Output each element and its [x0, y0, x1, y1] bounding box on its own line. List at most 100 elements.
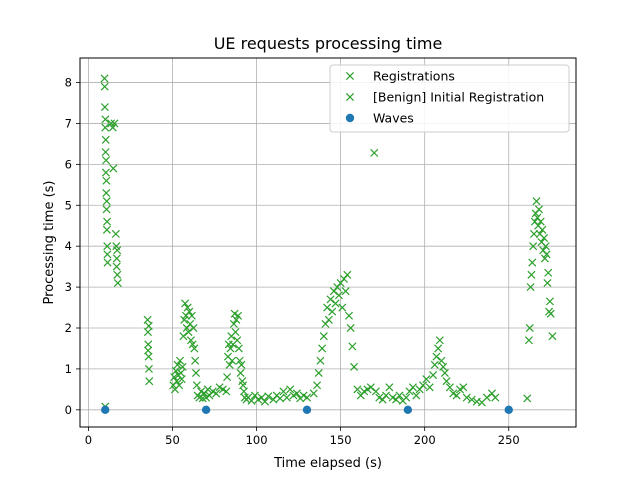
registration-point — [222, 387, 231, 396]
y-tick-label: 7 — [65, 116, 72, 130]
registration-point — [313, 381, 322, 390]
registration-point — [186, 336, 195, 345]
registration-point — [418, 381, 428, 390]
registration-point — [331, 299, 340, 308]
registration-point — [532, 197, 541, 206]
x-tick-label: 50 — [165, 433, 180, 447]
registration-point — [432, 352, 441, 361]
axis-ticks: 0 50 100 150 200 250 0 1 2 3 4 5 6 7 8 — [65, 76, 520, 447]
y-tick-label: 0 — [65, 403, 72, 417]
registration-point — [102, 197, 111, 206]
registration-point — [316, 356, 325, 365]
registration-point — [223, 373, 232, 382]
registration-point — [541, 242, 550, 251]
registration-point — [233, 336, 242, 345]
registration-point — [323, 303, 332, 312]
registration-point — [178, 362, 187, 371]
registration-point — [366, 383, 375, 392]
y-tick-label: 8 — [65, 76, 72, 90]
registration-point — [187, 311, 196, 320]
registration-point — [385, 383, 394, 392]
y-axis-label: Processing time (s) — [42, 181, 57, 305]
series-2 — [101, 405, 513, 415]
registration-point — [279, 387, 288, 396]
registration-point — [101, 123, 110, 132]
registration-point — [544, 268, 553, 277]
registration-point — [110, 119, 119, 128]
registration-point — [338, 303, 347, 312]
registration-point — [102, 176, 111, 185]
registration-point — [143, 315, 152, 324]
legend-marker — [345, 71, 355, 81]
registration-point — [371, 387, 380, 396]
series-1 — [100, 74, 557, 407]
registration-point — [445, 383, 454, 392]
registration-point — [430, 360, 439, 369]
registration-point — [538, 225, 547, 234]
registration-point — [191, 356, 200, 365]
registration-point — [324, 315, 333, 324]
registration-point — [102, 205, 111, 214]
x-tick-label: 100 — [246, 433, 268, 447]
registration-point — [100, 103, 109, 112]
registration-point — [548, 332, 557, 341]
registration-point — [173, 360, 182, 369]
registration-point — [439, 362, 448, 371]
registration-point — [341, 287, 350, 296]
y-tick-label: 2 — [65, 321, 72, 335]
registration-point — [527, 270, 536, 279]
registration-point — [529, 229, 538, 238]
registration-point — [103, 250, 112, 259]
chart-title: UE requests processing time — [214, 34, 443, 53]
registration-point — [442, 377, 451, 386]
registration-point — [144, 364, 153, 373]
legend-box — [329, 64, 570, 133]
registration-point — [462, 393, 471, 402]
registration-point — [172, 377, 181, 386]
registration-point — [540, 233, 549, 243]
registration-point — [113, 270, 122, 279]
registration-point — [482, 393, 491, 402]
wave-point — [101, 405, 110, 415]
legend-label: [Benign] Initial Registration — [373, 90, 544, 105]
registration-point — [101, 135, 110, 144]
registration-point — [343, 270, 352, 279]
registration-point — [176, 356, 185, 365]
y-tick-label: 4 — [65, 239, 72, 253]
registration-point — [543, 278, 552, 288]
registration-point — [103, 242, 112, 251]
registration-point — [286, 385, 295, 394]
registration-point — [113, 246, 122, 255]
registration-point — [529, 242, 538, 251]
registration-point — [282, 393, 291, 402]
registration-point — [145, 377, 154, 386]
registration-point — [326, 295, 335, 304]
registration-point — [318, 344, 327, 353]
registration-point — [185, 307, 194, 316]
registration-point — [276, 394, 285, 403]
registration-point — [395, 391, 404, 400]
registration-point — [264, 392, 273, 401]
registration-point — [334, 291, 343, 300]
registration-point — [231, 328, 240, 337]
registration-point — [108, 123, 117, 132]
registration-point — [109, 164, 118, 173]
registration-point — [103, 258, 112, 267]
registration-point — [425, 383, 434, 392]
registration-point — [192, 381, 201, 390]
registration-point — [236, 368, 245, 378]
registration-point — [107, 119, 116, 128]
legend-marker — [345, 92, 355, 102]
legend: Registrations [Benign] Initial Registrati… — [329, 64, 570, 133]
registration-point — [179, 332, 188, 341]
registration-point — [180, 315, 189, 324]
x-axis-label: Time elapsed (s) — [273, 456, 382, 471]
registration-point — [175, 381, 184, 390]
registration-point — [111, 229, 120, 238]
registration-point — [112, 254, 121, 263]
registration-point — [381, 391, 391, 400]
registration-point — [226, 344, 235, 353]
registration-point — [229, 319, 238, 328]
registration-point — [348, 342, 357, 351]
